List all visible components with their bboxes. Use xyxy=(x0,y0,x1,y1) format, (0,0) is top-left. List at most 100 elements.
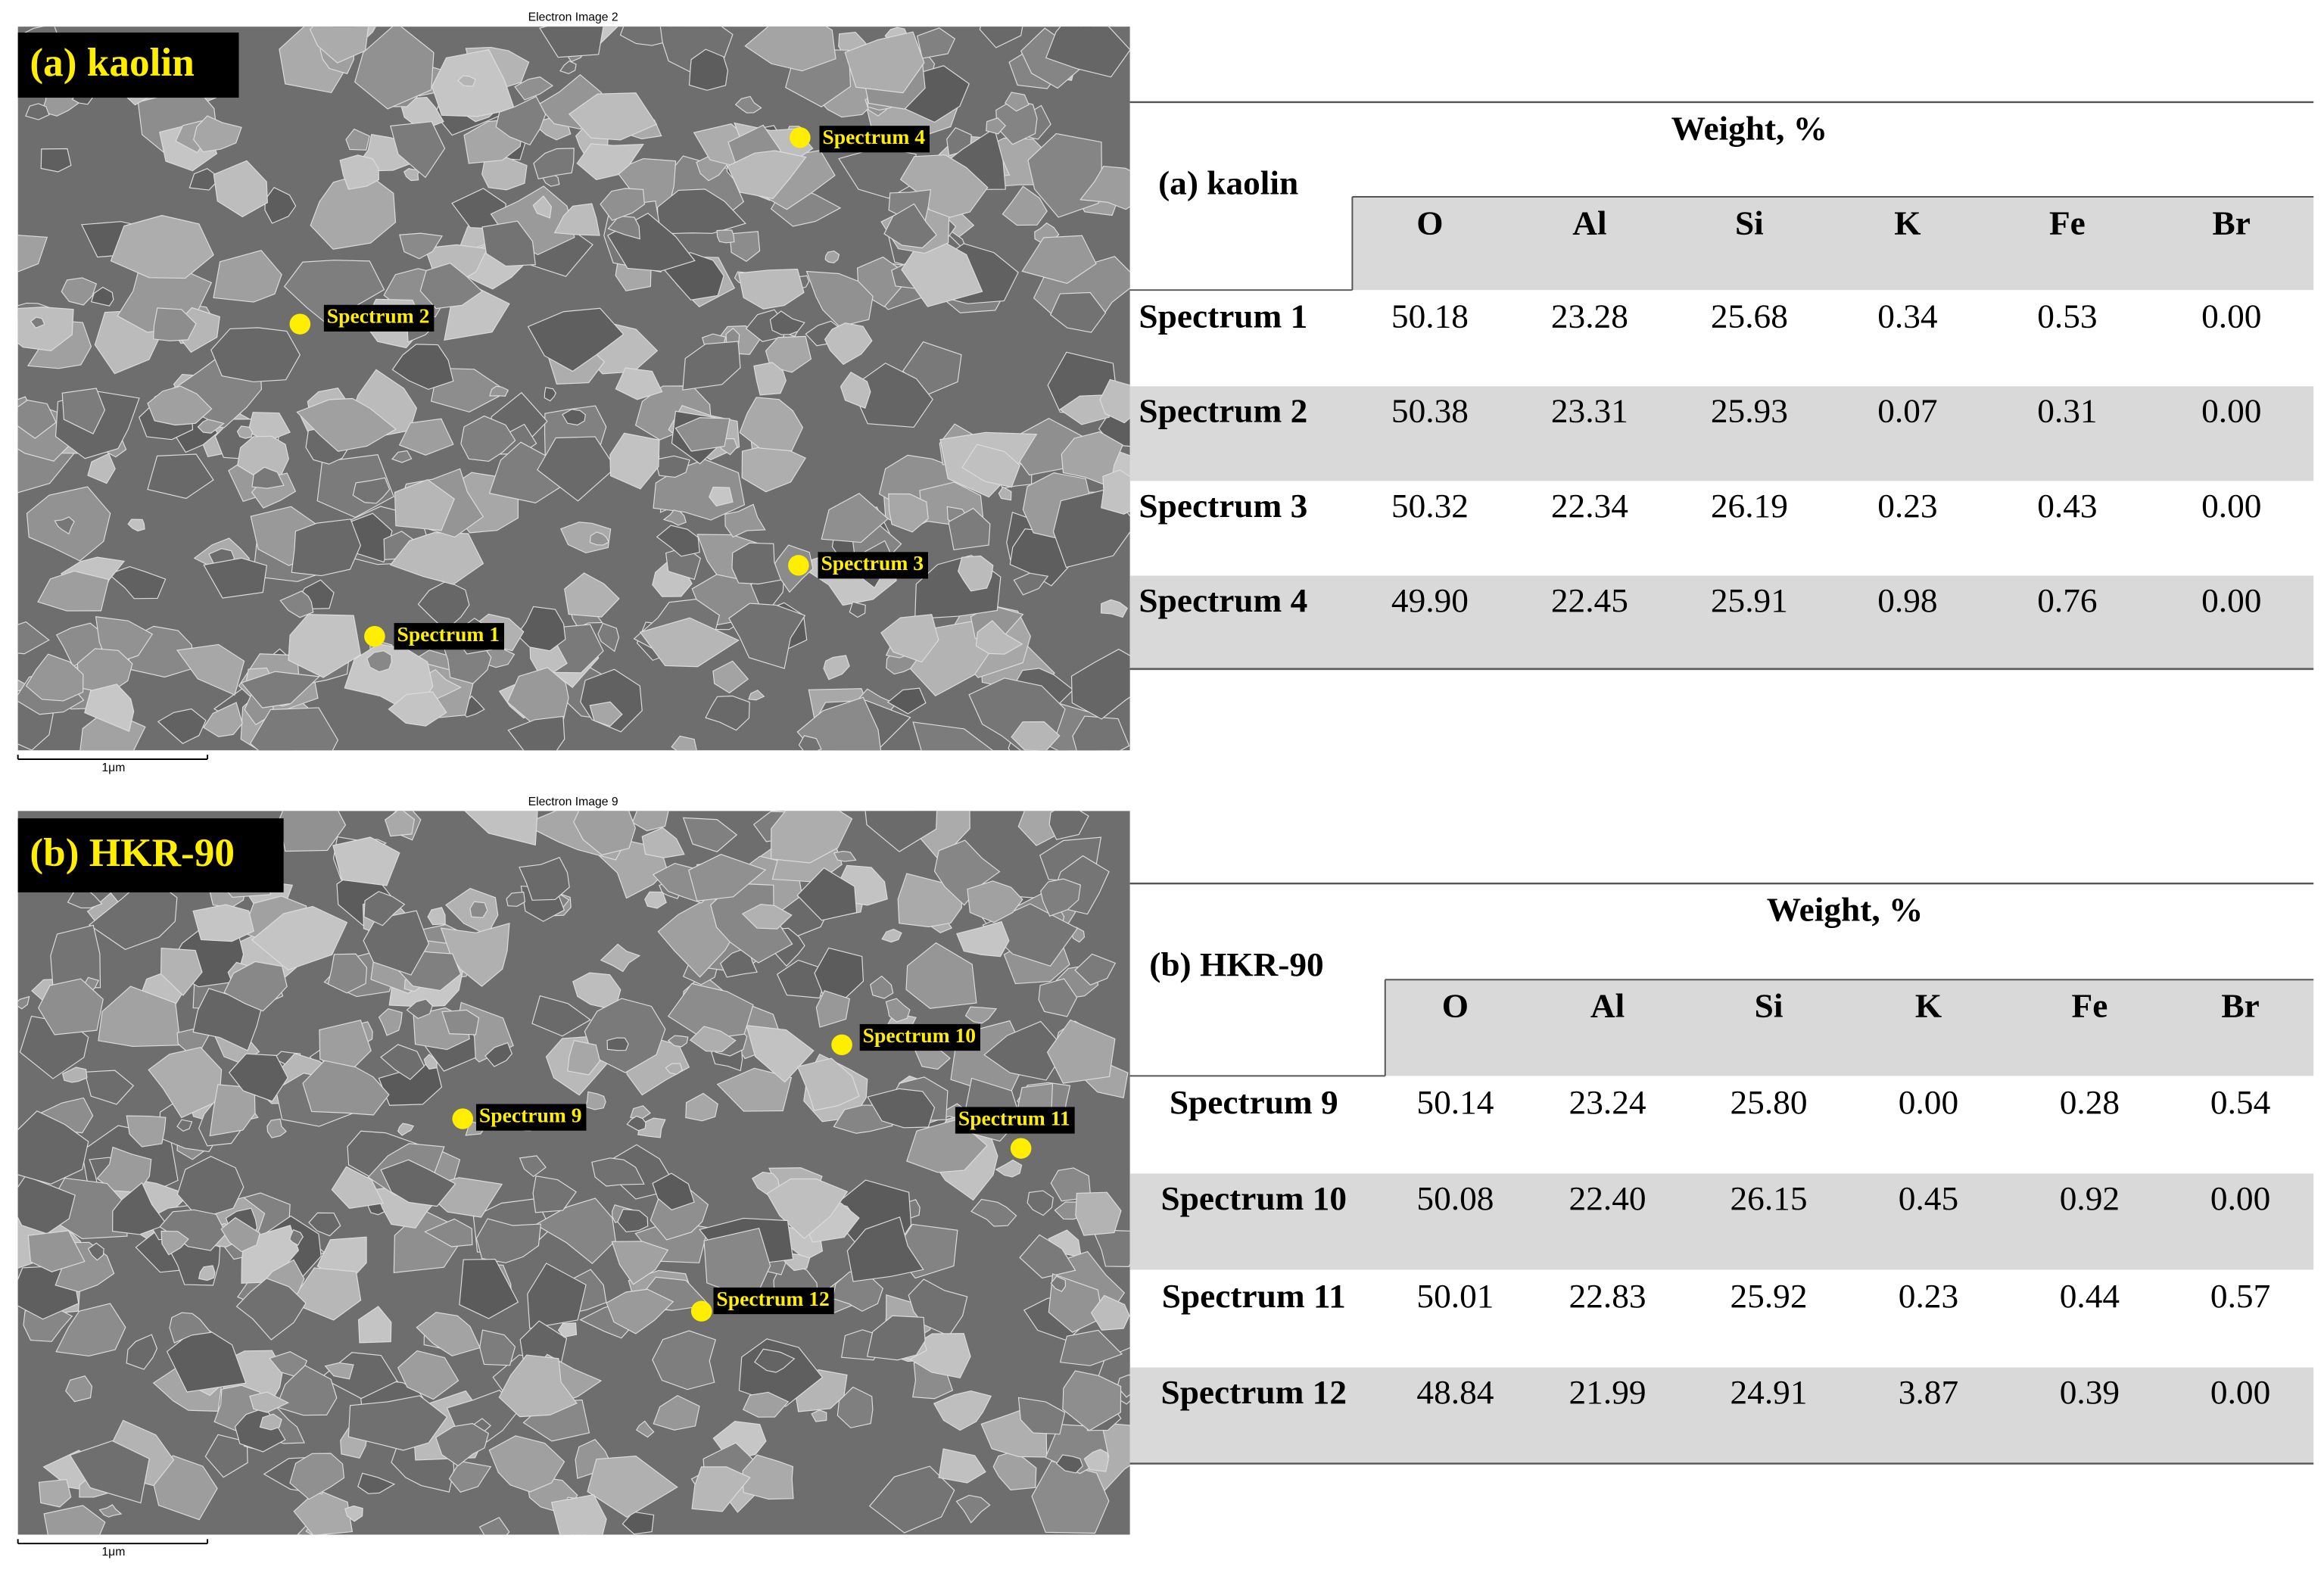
particle xyxy=(724,503,766,538)
particle xyxy=(654,455,690,478)
panel-label: (a) kaolin xyxy=(30,41,194,85)
particle xyxy=(339,154,380,190)
particle xyxy=(532,1176,577,1213)
spectrum-point xyxy=(831,1034,852,1055)
particle xyxy=(127,519,145,532)
particle xyxy=(394,478,455,531)
marker-label-bg xyxy=(394,623,505,650)
particle xyxy=(347,1395,448,1451)
table-cell: 0.34 xyxy=(1877,297,1937,335)
table-cell: 0.23 xyxy=(1877,487,1937,525)
table-cell: 0.00 xyxy=(2210,1373,2270,1411)
particle xyxy=(979,26,1023,48)
particle xyxy=(17,1110,89,1185)
particle xyxy=(771,811,853,864)
particle xyxy=(846,1216,924,1282)
marker-label-bg xyxy=(859,1023,980,1051)
table-cell: 22.83 xyxy=(1569,1277,1646,1315)
particle xyxy=(84,684,135,733)
particle xyxy=(691,1466,751,1512)
particle xyxy=(753,362,787,396)
particle xyxy=(712,660,749,694)
particle xyxy=(416,1312,481,1356)
sem-texture xyxy=(17,811,1130,1535)
group-header: Weight, % xyxy=(1767,891,1924,929)
particle xyxy=(399,232,444,260)
particle xyxy=(544,387,556,402)
table-cell: 0.45 xyxy=(1899,1179,1958,1217)
particle xyxy=(1083,1449,1109,1472)
particle xyxy=(527,1263,587,1329)
particle xyxy=(1021,235,1097,285)
particle xyxy=(652,1330,716,1390)
particle xyxy=(1074,953,1117,986)
table-cell: 48.84 xyxy=(1416,1373,1494,1411)
particle xyxy=(391,344,454,391)
table-cell: 22.45 xyxy=(1551,581,1628,619)
particle xyxy=(147,385,213,426)
particle xyxy=(626,1115,646,1132)
particle xyxy=(1101,469,1130,515)
table-cell: 50.38 xyxy=(1391,392,1469,430)
particle xyxy=(998,486,1012,501)
particle xyxy=(656,525,700,557)
particle xyxy=(17,621,50,655)
particle xyxy=(54,516,75,535)
particle xyxy=(481,220,536,267)
table-cell: 23.28 xyxy=(1551,297,1628,335)
table-cell: 3.87 xyxy=(1899,1373,1958,1411)
column-header: K xyxy=(1894,204,1921,242)
particle xyxy=(495,95,547,146)
particle xyxy=(235,1278,307,1341)
particle xyxy=(176,1119,193,1132)
particle xyxy=(652,1172,695,1211)
column-header: Si xyxy=(1735,204,1764,242)
row-header: Spectrum 4 xyxy=(1139,581,1307,619)
particle xyxy=(419,262,483,310)
particle xyxy=(537,436,616,502)
particle xyxy=(251,466,285,489)
particle xyxy=(886,687,927,715)
panel-label-bg xyxy=(17,33,239,98)
row-header: Spectrum 3 xyxy=(1139,487,1307,525)
particle xyxy=(742,1391,790,1418)
marker-label: Spectrum 2 xyxy=(327,305,430,328)
particle xyxy=(737,269,805,310)
particle xyxy=(87,1242,104,1261)
scale-label: 1μm xyxy=(101,761,125,774)
particle xyxy=(644,891,667,909)
particle xyxy=(709,487,734,507)
particle xyxy=(576,143,644,180)
particle xyxy=(716,1067,793,1112)
table-cell: 0.00 xyxy=(2201,581,2261,619)
group-header: Weight, % xyxy=(1671,109,1828,147)
table-cell: 0.31 xyxy=(2037,392,2097,430)
particle xyxy=(705,695,750,731)
particle xyxy=(964,1006,998,1024)
particle xyxy=(600,188,646,221)
particle xyxy=(742,1454,794,1500)
particle xyxy=(553,203,600,236)
table-cell: 24.91 xyxy=(1731,1373,1808,1411)
particle xyxy=(427,907,446,926)
particle xyxy=(883,203,937,249)
particle xyxy=(344,1505,363,1522)
column-header: Fe xyxy=(2049,204,2086,242)
particle xyxy=(611,1241,669,1285)
particle xyxy=(61,1067,88,1083)
particle xyxy=(147,453,214,500)
particle xyxy=(635,1420,655,1438)
particle xyxy=(84,1070,135,1105)
particle xyxy=(87,453,116,484)
particle xyxy=(464,811,538,846)
particle xyxy=(498,1354,578,1418)
particle xyxy=(641,827,685,858)
particle xyxy=(259,1413,282,1431)
table-cell: 50.32 xyxy=(1391,487,1469,525)
particle xyxy=(90,286,114,307)
particle xyxy=(933,1390,992,1431)
particle xyxy=(38,1478,72,1508)
particle xyxy=(107,565,167,599)
particle xyxy=(559,60,577,74)
particle xyxy=(688,854,767,902)
